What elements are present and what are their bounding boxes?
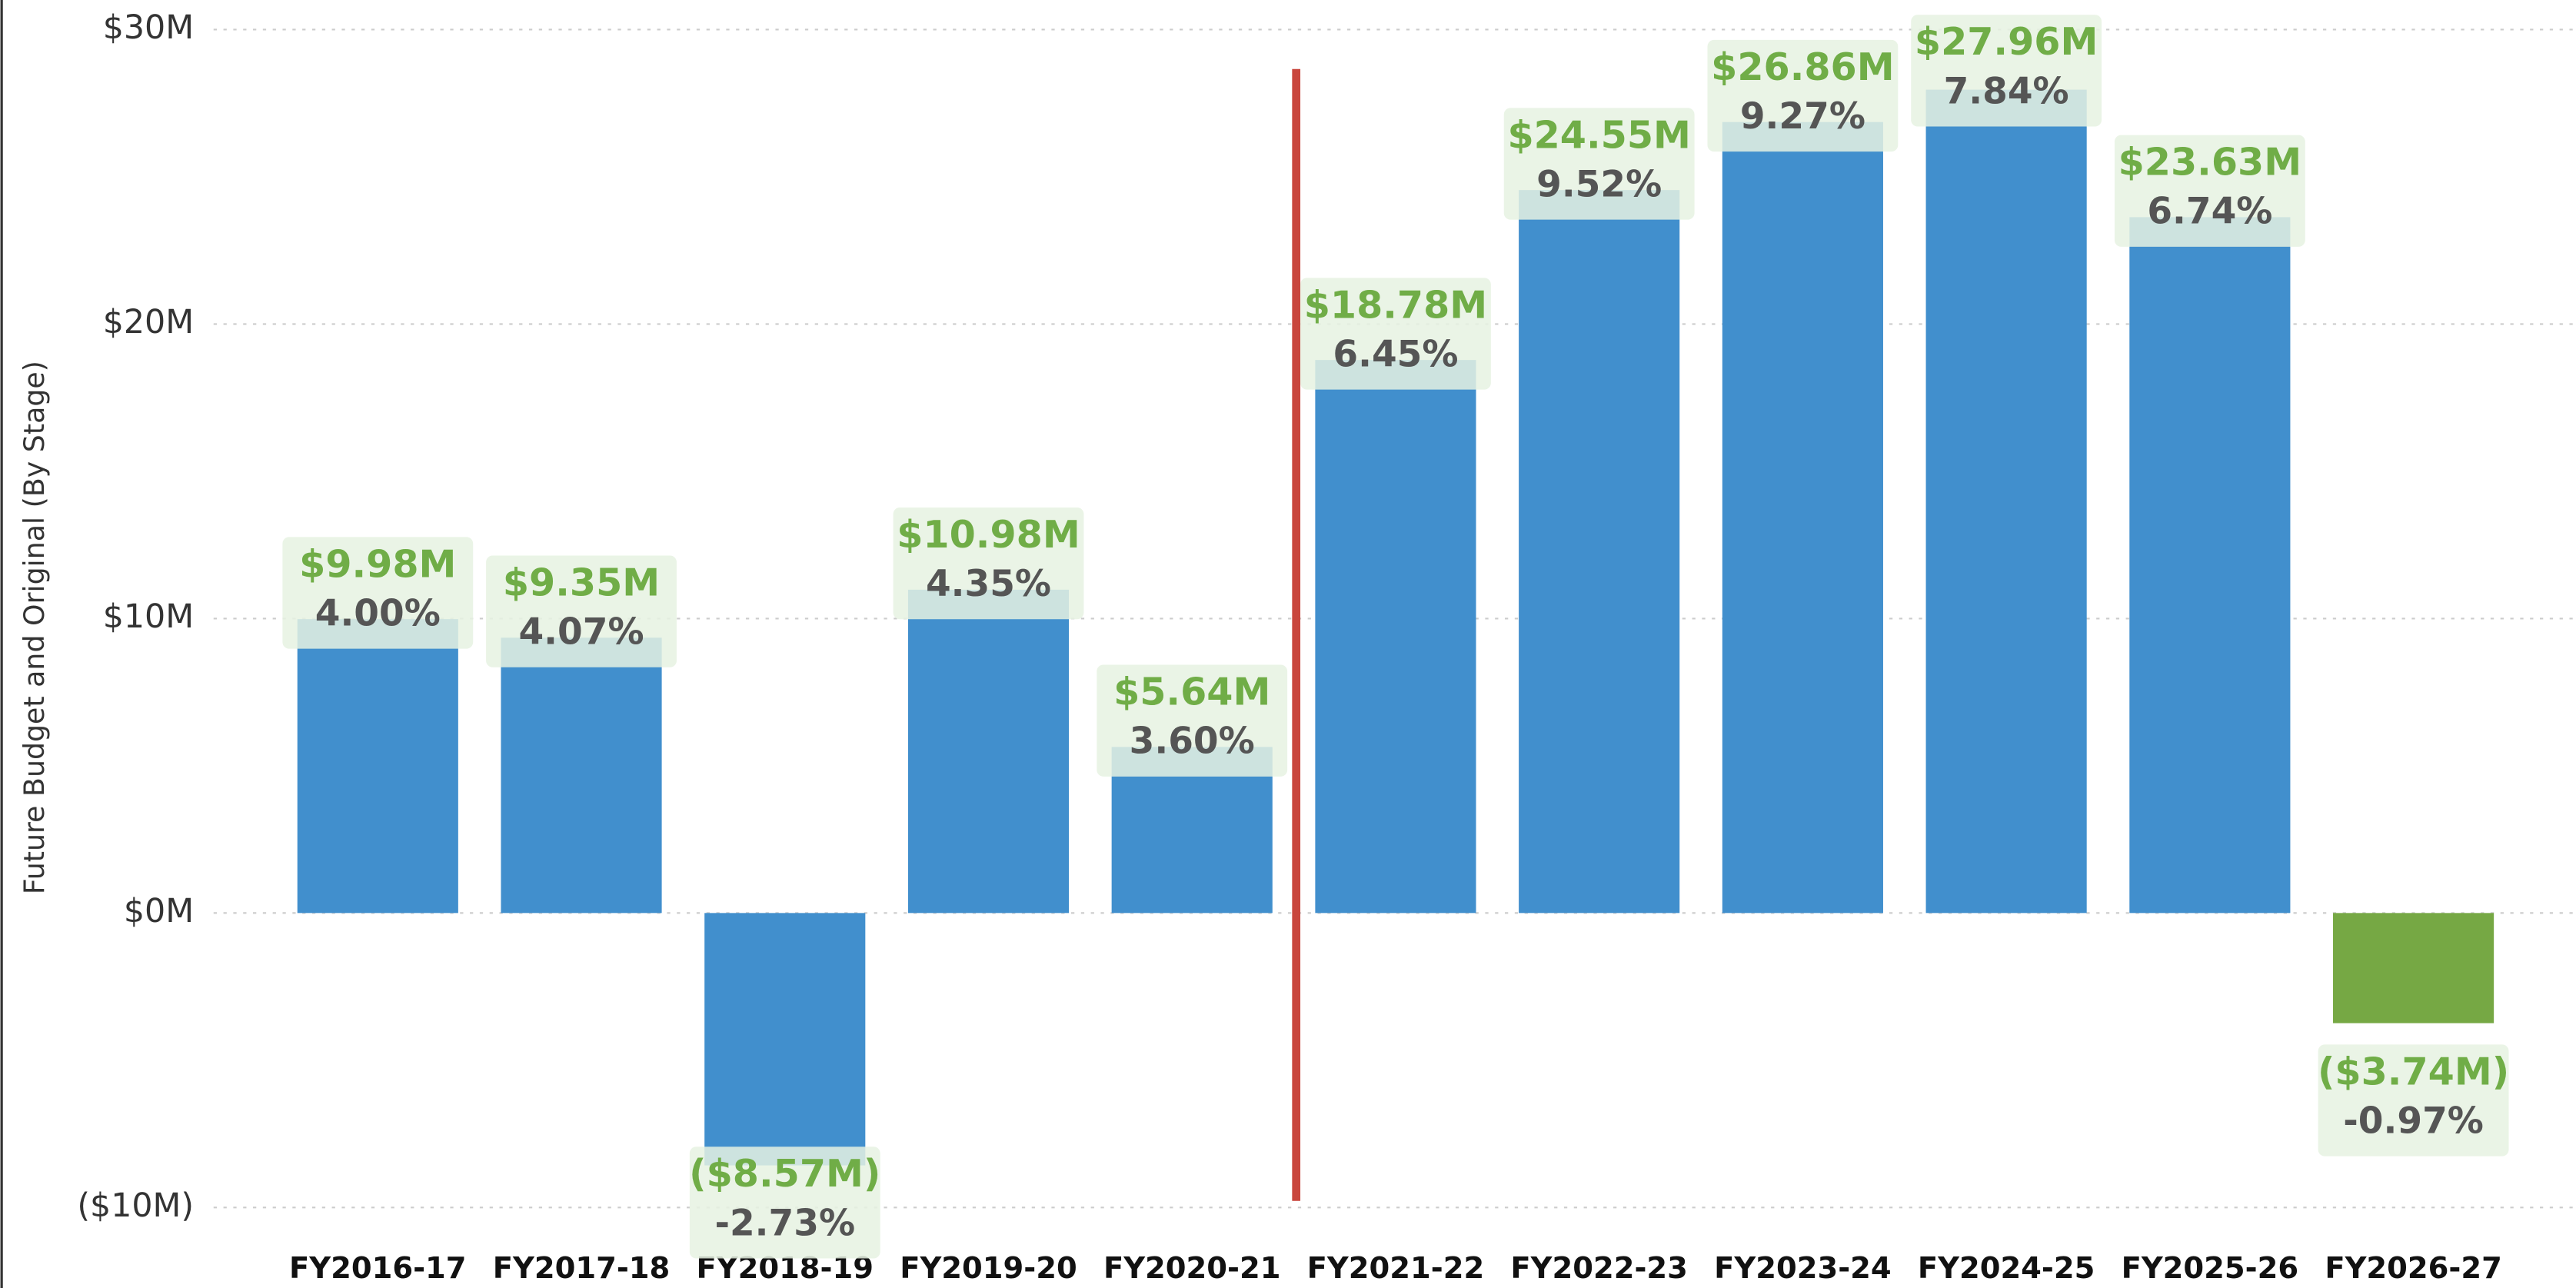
growth-label: 9.52%	[1536, 163, 1662, 205]
x-tick-label: FY2019-20	[900, 1251, 1077, 1286]
value-label: $9.98M	[299, 541, 456, 586]
growth-label: 9.27%	[1740, 95, 1865, 138]
growth-label: 4.07%	[518, 611, 644, 654]
label-box	[1097, 664, 1288, 777]
bars	[297, 89, 2494, 1166]
growth-label: -0.97%	[2343, 1100, 2484, 1142]
label-box	[1503, 108, 1695, 220]
label-box	[689, 1147, 880, 1259]
y-axis-title: Future Budget and Original (By Stage)	[18, 361, 51, 894]
label-box	[1300, 278, 1491, 390]
bar	[2333, 913, 2494, 1023]
y-tick-label: $20M	[103, 303, 194, 341]
bar	[1315, 360, 1476, 914]
x-tick-label: FY2023-24	[1714, 1251, 1892, 1286]
growth-label: 6.45%	[1333, 333, 1458, 375]
value-label: $27.96M	[1915, 19, 2098, 64]
bar	[1722, 121, 1883, 914]
label-box	[2318, 1044, 2509, 1157]
x-tick-label: FY2024-25	[1918, 1251, 2095, 1286]
growth-label: 4.35%	[926, 563, 1051, 605]
x-tick-label: FY2020-21	[1103, 1251, 1281, 1286]
x-tick-label: FY2021-22	[1307, 1251, 1485, 1286]
label-box	[282, 537, 474, 649]
value-label: $23.63M	[2118, 140, 2301, 185]
value-label: $10.98M	[897, 512, 1080, 557]
value-label: ($8.57M)	[689, 1151, 880, 1196]
label-box	[1911, 15, 2102, 127]
x-tick-label: FY2017-18	[493, 1251, 671, 1286]
y-tick-label: $10M	[103, 597, 194, 636]
label-box	[2114, 135, 2305, 247]
y-tick-label: $0M	[124, 892, 194, 930]
growth-label: 6.74%	[2147, 191, 2272, 233]
value-label: $24.55M	[1507, 112, 1690, 157]
y-tick-label: $30M	[103, 8, 194, 47]
growth-label: -2.73%	[714, 1202, 855, 1244]
bar	[704, 913, 866, 1166]
label-box	[1707, 39, 1899, 152]
value-label: $26.86M	[1711, 45, 1894, 89]
label-box	[893, 508, 1084, 620]
value-label: $9.35M	[503, 560, 660, 604]
x-tick-label: FY2025-26	[2122, 1251, 2299, 1286]
growth-label: 4.00%	[315, 592, 441, 634]
bar	[1925, 89, 2087, 914]
value-label: $18.78M	[1304, 282, 1487, 327]
value-label: ($3.74M)	[2318, 1049, 2509, 1093]
label-box	[486, 555, 677, 667]
y-tick-label: ($10M)	[77, 1186, 194, 1225]
growth-label: 7.84%	[1944, 70, 2069, 112]
grid: ($10M) $0M $10M $20M $30M	[77, 8, 2576, 1225]
growth-label: 3.60%	[1130, 721, 1255, 763]
x-tick-label: FY2016-17	[289, 1251, 467, 1286]
bar	[2129, 217, 2291, 914]
bar	[1519, 190, 1680, 914]
bar	[907, 589, 1070, 914]
value-label: $5.64M	[1113, 669, 1270, 714]
labels: FY2016-17 $9.98M 4.00% FY2017-18 $9.35M 4.07%…	[282, 15, 2509, 1286]
bar	[297, 619, 458, 914]
x-tick-label: FY2026-27	[2325, 1251, 2502, 1286]
bar	[501, 637, 662, 914]
x-tick-label: FY2022-23	[1510, 1251, 1688, 1286]
